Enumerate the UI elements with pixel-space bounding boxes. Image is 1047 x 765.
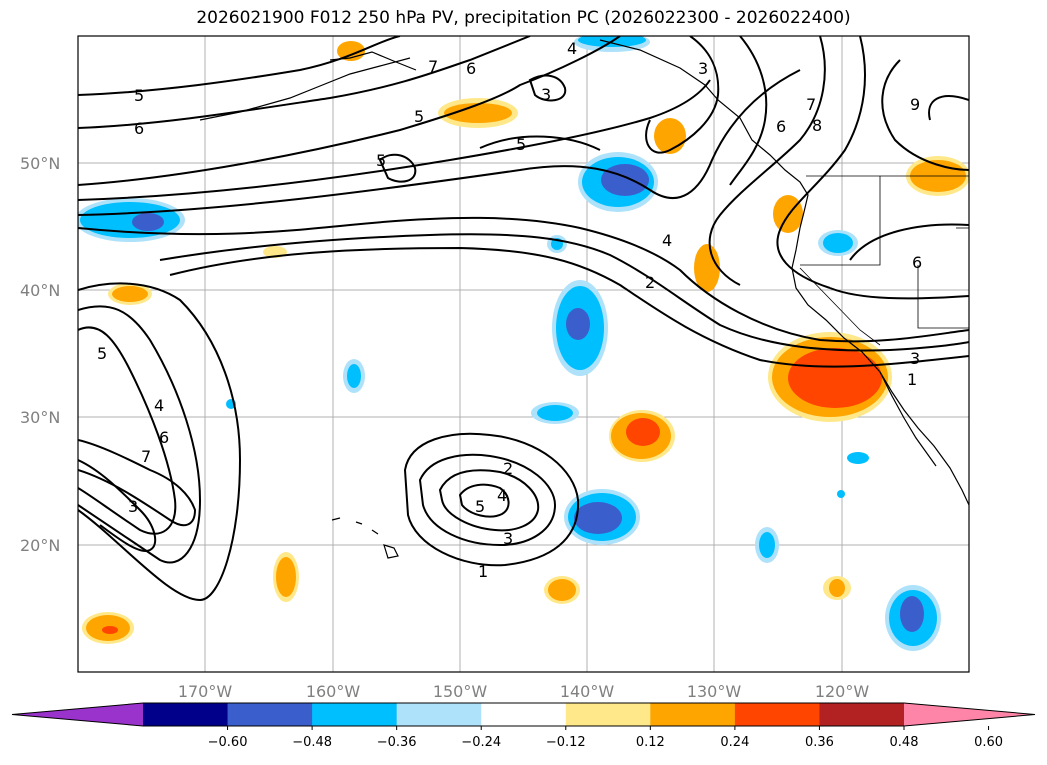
pv-label: 2 [645,273,655,292]
colorbar-tick-label: −0.12 [546,735,586,750]
colorbar-tick-label: 0.36 [805,735,834,750]
pv-label: 6 [159,428,169,447]
pv-label: 7 [806,95,816,114]
colorbar-segment [565,703,651,726]
lat-label: 40°N [20,281,60,300]
pv-label: 7 [428,57,438,76]
pv-label: 5 [475,497,485,516]
pv-label: 5 [414,107,424,126]
pv-label: 7 [141,447,151,466]
pv-label: 3 [541,85,551,104]
pv-label: 2 [503,459,513,478]
lat-label: 30°N [20,408,60,427]
pv-label: 3 [503,529,513,548]
pv-label: 6 [776,117,786,136]
colorbar-segment [227,703,313,726]
pv-label: 3 [128,497,138,516]
colorbar-segment [143,703,229,726]
lon-label: 160°W [306,682,361,701]
colorbar-segment [396,703,482,726]
pv-label: 4 [497,486,507,505]
precip-negative [78,36,941,651]
pv-label: 5 [97,344,107,363]
precip-positive-central [609,410,675,462]
precip-anomalies [78,36,969,651]
colorbar-segment [481,703,567,726]
colorbar-tick-label: −0.24 [461,735,501,750]
colorbar: −0.60 −0.48 −0.36 −0.24 −0.12 0.12 0.24 0.36 0.4… [11,702,1036,750]
lon-label: 120°W [815,682,870,701]
pv-contours [78,36,969,602]
pv-labels: 5 6 7 6 4 3 3 5 5 5 6 7 8 9 4 2 6 3 1 5 … [97,39,922,581]
pv-label: 1 [478,562,488,581]
colorbar-tick-label: 0.48 [890,735,919,750]
colorbar-tick-label: −0.48 [292,735,332,750]
colorbar-extend-high [904,703,1035,726]
lat-label: 20°N [20,536,60,555]
colorbar-outline [11,702,1036,727]
pv-label: 5 [134,86,144,105]
pv-label: 1 [907,370,917,389]
colorbar-segment [734,703,820,726]
colorbar-tick-label: 0.60 [974,735,1003,750]
lon-label: 140°W [560,682,615,701]
pv-label: 3 [698,59,708,78]
colorbar-segment [819,703,905,726]
gridlines [78,36,969,672]
lon-label: 150°W [433,682,488,701]
pv-label: 4 [662,231,672,250]
precip-positive-california [768,332,892,422]
pv-label: 4 [567,39,577,58]
colorbar-segment [312,703,398,726]
lon-labels: 170°W 160°W 150°W 140°W 130°W 120°W [178,682,870,701]
lat-label: 50°N [20,154,60,173]
colorbar-tick-label: −0.60 [208,735,248,750]
colorbar-extend-low [12,703,143,726]
pv-label: 6 [912,253,922,272]
precip-positive-small [82,41,851,644]
map-frame [77,35,970,673]
pv-label: 5 [376,151,386,170]
pv-label: 9 [910,95,920,114]
lon-label: 130°W [687,682,742,701]
map-title: 2026021900 F012 250 hPa PV, precipitatio… [196,8,851,28]
pv-label: 6 [134,119,144,138]
colorbar-segment [650,703,736,726]
colorbar-tick-label: 0.24 [720,735,749,750]
lat-labels: 50°N 40°N 30°N 20°N [20,154,60,555]
pv-label: 6 [466,59,476,78]
pv-label: 3 [910,349,920,368]
pv-label: 4 [154,396,164,415]
colorbar-tick-label: −0.36 [377,735,417,750]
pv-label: 8 [812,116,822,135]
lon-label: 170°W [178,682,233,701]
pv-label: 5 [516,135,526,154]
colorbar-tick-label: 0.12 [636,735,665,750]
